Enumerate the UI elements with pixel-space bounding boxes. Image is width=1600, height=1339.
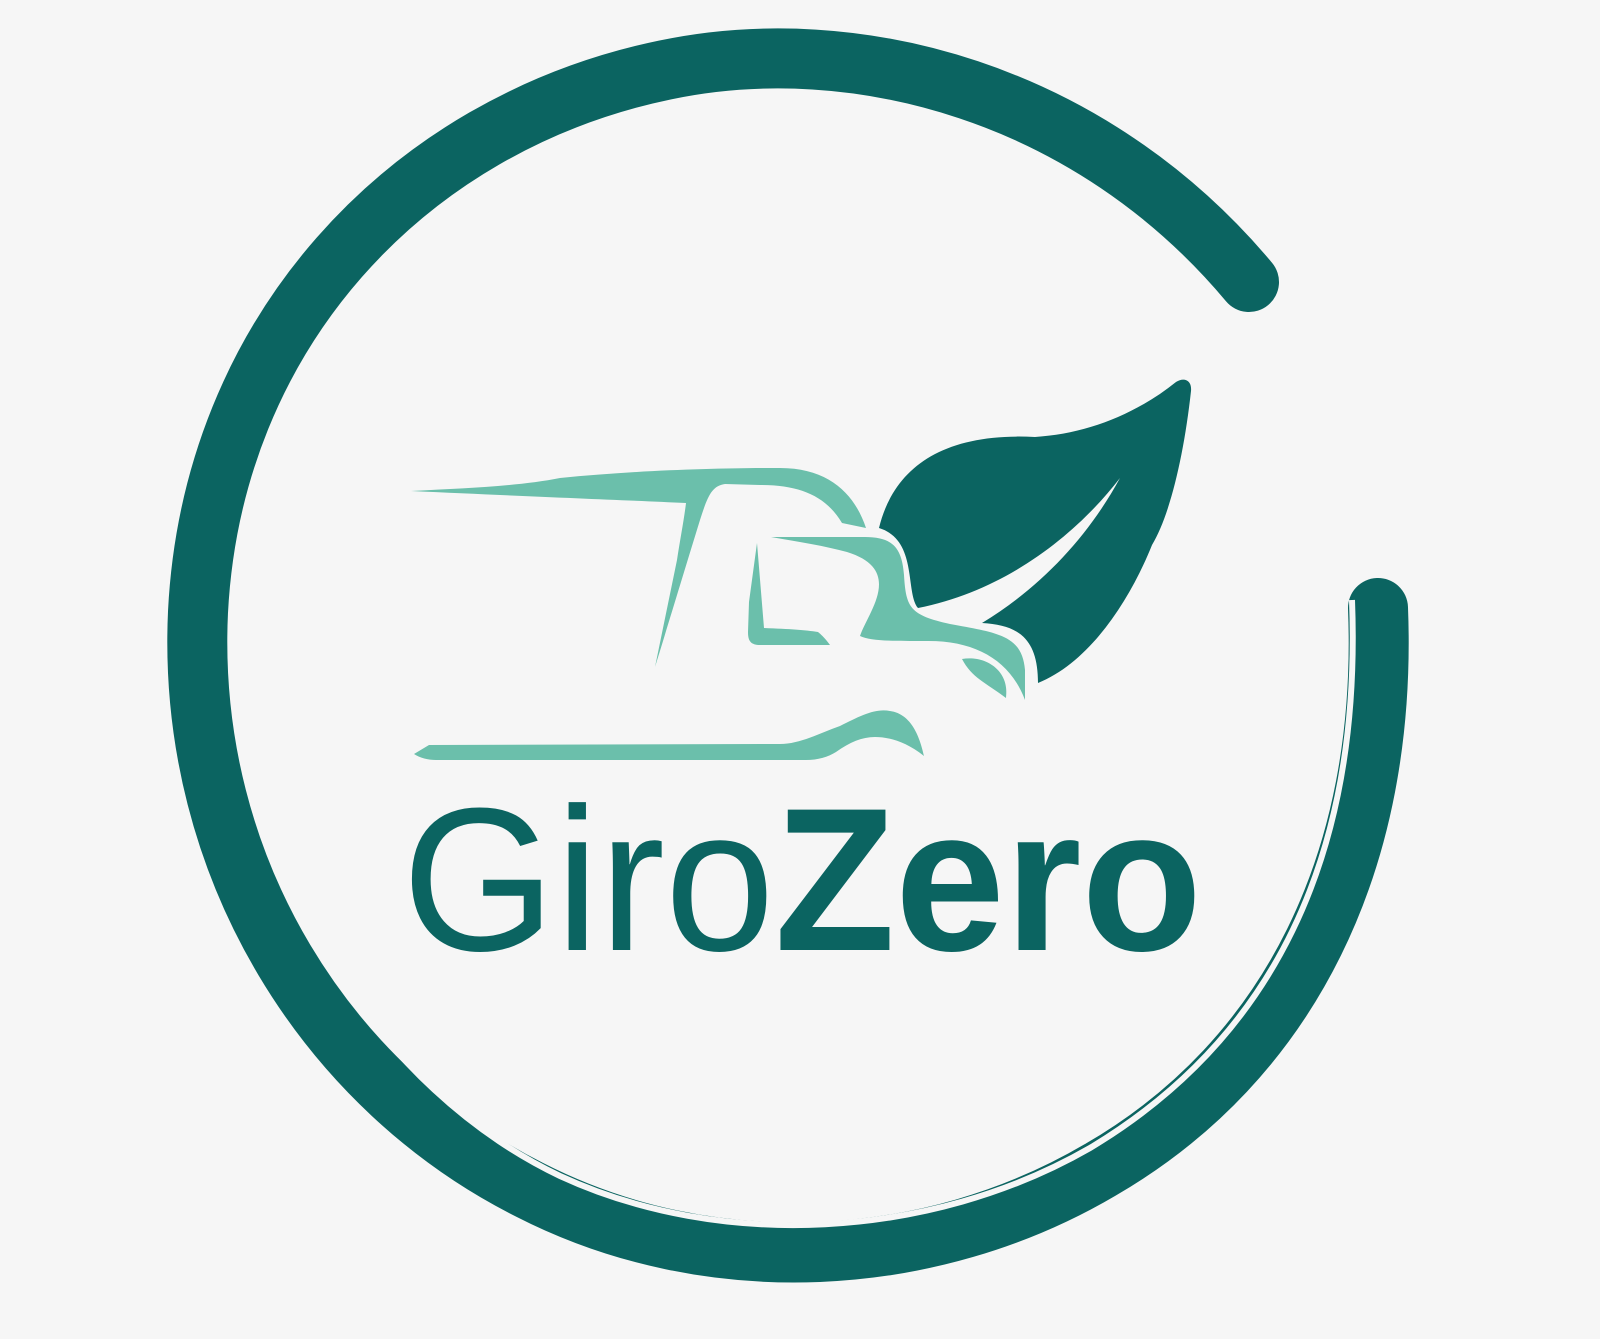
leaf-icon xyxy=(879,379,1192,683)
wordmark-zero: Zero xyxy=(775,766,1202,994)
brand-wordmark: GiroZero xyxy=(402,766,1202,994)
truck-outline-icon xyxy=(411,468,1025,760)
wordmark-giro: Giro xyxy=(402,766,775,994)
ring-inner-mask xyxy=(248,134,1356,1229)
ring-swoosh-icon xyxy=(167,28,1409,1283)
